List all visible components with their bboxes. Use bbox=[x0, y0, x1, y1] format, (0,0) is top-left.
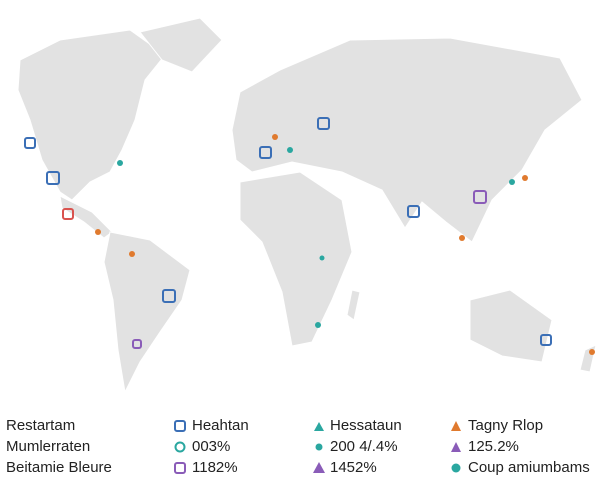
africa bbox=[239, 171, 353, 347]
new-zealand bbox=[579, 344, 597, 373]
marker[interactable] bbox=[589, 349, 595, 355]
legend-icon bbox=[313, 462, 325, 473]
legend-heading: Beitamie Bleure bbox=[6, 459, 112, 476]
legend-icon bbox=[174, 441, 186, 453]
marker[interactable] bbox=[473, 190, 487, 204]
legend-label: 003% bbox=[192, 438, 230, 455]
legend-label: 1452% bbox=[330, 459, 377, 476]
marker[interactable] bbox=[522, 175, 528, 181]
legend-heading: Mumlerraten bbox=[6, 438, 90, 455]
legend-heading: Restartam bbox=[6, 417, 75, 434]
marker[interactable] bbox=[117, 160, 123, 166]
legend-icon bbox=[174, 462, 186, 474]
legend-texts: Restartam Heahtan Hessataun Tagny Rlop Mumle… bbox=[6, 417, 590, 476]
marker[interactable] bbox=[315, 322, 321, 328]
central-america bbox=[59, 195, 113, 239]
legend-icon bbox=[314, 422, 324, 431]
marker[interactable] bbox=[129, 251, 135, 257]
marker[interactable] bbox=[259, 146, 272, 159]
marker[interactable] bbox=[46, 171, 60, 185]
marker[interactable] bbox=[272, 134, 278, 140]
legend-label: 200 4/.4% bbox=[330, 438, 398, 455]
north-america bbox=[17, 29, 166, 201]
legend-label: Tagny Rlop bbox=[468, 417, 543, 434]
legend-label: Coup amiumbams bbox=[468, 459, 590, 476]
marker[interactable] bbox=[509, 179, 515, 185]
legend-icon bbox=[174, 420, 186, 432]
marker[interactable] bbox=[62, 208, 74, 220]
marker[interactable] bbox=[95, 229, 101, 235]
legend-icon bbox=[451, 421, 461, 431]
legend-icon bbox=[451, 463, 461, 473]
eurasia bbox=[231, 37, 583, 243]
marker[interactable] bbox=[407, 205, 420, 218]
marker[interactable] bbox=[317, 117, 330, 130]
world-map bbox=[17, 17, 597, 394]
legend bbox=[174, 420, 461, 474]
map-markers bbox=[24, 117, 595, 355]
legend-label: Heahtan bbox=[192, 417, 249, 434]
marker[interactable] bbox=[319, 255, 325, 261]
greenland bbox=[139, 17, 223, 73]
legend-icon bbox=[451, 442, 461, 452]
legend-icon bbox=[315, 443, 323, 451]
legend-label: 125.2% bbox=[468, 438, 519, 455]
madagascar bbox=[346, 289, 361, 321]
marker[interactable] bbox=[287, 147, 293, 153]
south-america bbox=[103, 231, 191, 394]
legend-label: Hessataun bbox=[330, 417, 402, 434]
marker[interactable] bbox=[24, 137, 36, 149]
marker[interactable] bbox=[132, 339, 142, 349]
australia bbox=[469, 289, 553, 363]
marker[interactable] bbox=[540, 334, 552, 346]
legend-label: 1182% bbox=[192, 459, 238, 476]
marker[interactable] bbox=[459, 235, 465, 241]
marker[interactable] bbox=[162, 289, 176, 303]
